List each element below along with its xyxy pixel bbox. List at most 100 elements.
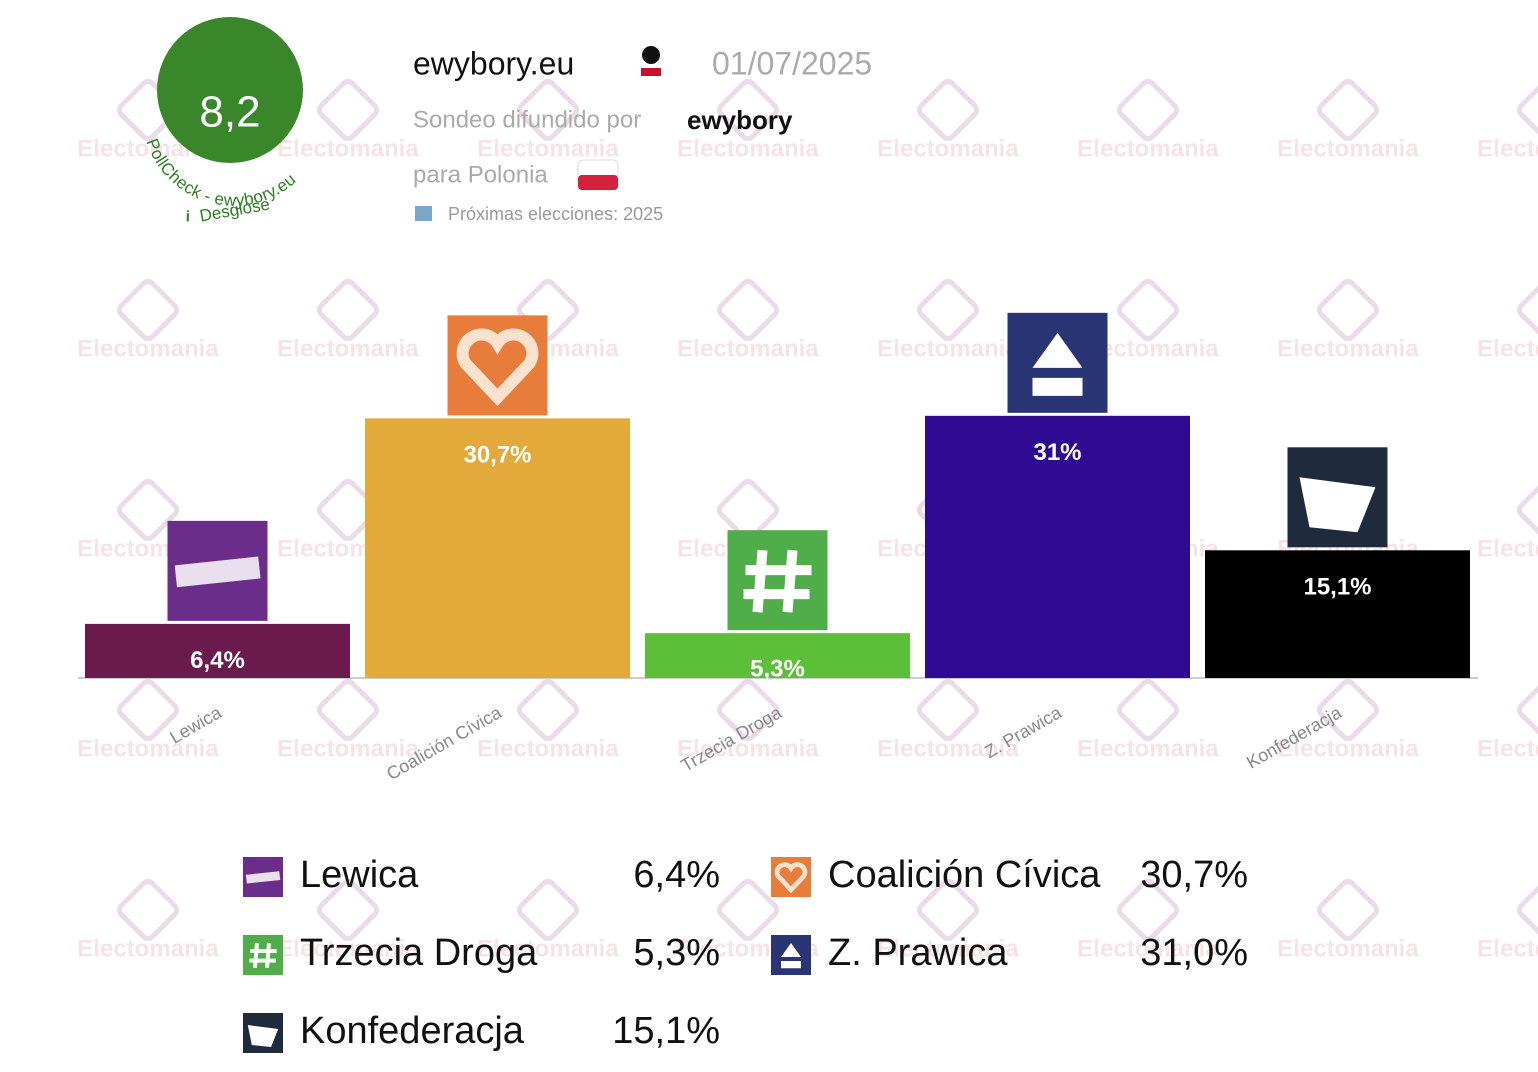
watermark: Electomania [477, 935, 619, 962]
x-tick-label: Z. Prawica [981, 702, 1065, 762]
logo-mark [781, 943, 801, 969]
watermark: Electomania [1077, 735, 1219, 762]
publisher: ewybory [687, 105, 793, 135]
watermark: Electomania [1477, 935, 1538, 962]
watermark-icon [1316, 278, 1380, 342]
watermark: Electomania [477, 135, 619, 162]
watermark: Electomania [1477, 335, 1538, 362]
legend-value: 5,3% [633, 932, 720, 974]
legend-label: Lewica [300, 854, 419, 896]
party-logo [727, 530, 828, 631]
watermark-icon [116, 278, 180, 342]
watermark-icon [916, 878, 980, 942]
legend-value: 15,1% [612, 1010, 720, 1052]
bar [85, 623, 350, 678]
flag-red [578, 175, 618, 190]
watermark: Electomania [677, 135, 819, 162]
watermark: Electomania [1477, 135, 1538, 162]
legend-value: 30,7% [1140, 854, 1248, 896]
logo-mark [752, 549, 768, 613]
watermark-icon [516, 78, 580, 142]
watermark: Electomania [1077, 935, 1219, 962]
watermark-icon [316, 878, 380, 942]
watermark-icon [116, 678, 180, 742]
bar [925, 415, 1190, 678]
watermark: Electomania [1477, 735, 1538, 762]
watermark: Electomania [1077, 135, 1219, 162]
value-label: 6,4% [190, 647, 245, 674]
value-label: 15,1% [1303, 574, 1371, 601]
next-elections: Próximas elecciones: 2025 [448, 204, 663, 224]
watermark-icon [1516, 878, 1538, 942]
bar [645, 633, 910, 678]
watermark-icon [1116, 78, 1180, 142]
watermark: Electomania [77, 735, 219, 762]
watermark-icon [716, 78, 780, 142]
watermark-icon [916, 278, 980, 342]
watermark-icon [1516, 78, 1538, 142]
watermark-icon [1516, 478, 1538, 542]
watermark: Electomania [877, 135, 1019, 162]
watermark-icon [716, 678, 780, 742]
watermark-icon [316, 678, 380, 742]
legend-label: Z. Prawica [828, 932, 1008, 974]
watermark-icon [516, 678, 580, 742]
legend-label: Trzecia Droga [300, 932, 538, 974]
watermark-icon [716, 278, 780, 342]
party-logo [243, 935, 283, 975]
watermark-icon [916, 678, 980, 742]
watermark-icon [1316, 678, 1380, 742]
watermark-icon [316, 278, 380, 342]
value-label: 31% [1033, 439, 1081, 466]
logo-mark [782, 549, 798, 613]
source-logo-bar [641, 68, 661, 76]
legend-label: Konfederacja [300, 1010, 525, 1052]
watermark-icon [116, 878, 180, 942]
watermark: Electomania [877, 335, 1019, 362]
watermark: Electomania [1477, 535, 1538, 562]
watermark-icon [316, 478, 380, 542]
logo-mark [253, 942, 259, 968]
watermark: Electomania [677, 735, 819, 762]
logo-mark [174, 556, 261, 588]
watermark: Electomania [77, 935, 219, 962]
published-by: Sondeo difundido por [413, 106, 641, 133]
watermark-icon [1516, 678, 1538, 742]
legend-value: 6,4% [633, 854, 720, 896]
score-badge [157, 17, 303, 163]
watermark: Electomania [877, 935, 1019, 962]
watermark: Electomania [277, 335, 419, 362]
watermark: Electomania [1277, 935, 1419, 962]
score: 8,2 [199, 88, 260, 137]
logo-mark [265, 942, 271, 968]
logo-mark [247, 1025, 279, 1047]
info-icon[interactable]: i [184, 208, 192, 226]
watermark: Electomania [1277, 135, 1419, 162]
watermark-icon [1316, 878, 1380, 942]
watermark-icon [116, 478, 180, 542]
watermark-icon [1116, 678, 1180, 742]
watermark-icon [716, 478, 780, 542]
ballot-icon [415, 206, 432, 221]
logo-mark [456, 328, 539, 407]
source: ewybory.eu [413, 45, 574, 81]
watermark-icon [316, 78, 380, 142]
watermark-icon [516, 878, 580, 942]
watermark-icon [1316, 78, 1380, 142]
value-label: 5,3% [750, 655, 805, 682]
source-logo-e [642, 46, 660, 64]
legend-value: 31,0% [1140, 932, 1248, 974]
legend-label: Coalición Cívica [828, 854, 1101, 896]
date: 01/07/2025 [712, 45, 872, 81]
logo-mark [245, 871, 281, 884]
value-label: 30,7% [463, 442, 531, 469]
watermark: Electomania [77, 335, 219, 362]
watermark-icon [1516, 278, 1538, 342]
logo-mark [774, 862, 808, 894]
watermark-icon [1116, 878, 1180, 942]
bar [365, 418, 630, 678]
watermark: Electomania [277, 135, 419, 162]
logo-mark [1032, 332, 1083, 396]
watermark-icon [1116, 278, 1180, 342]
bar [1205, 550, 1470, 678]
